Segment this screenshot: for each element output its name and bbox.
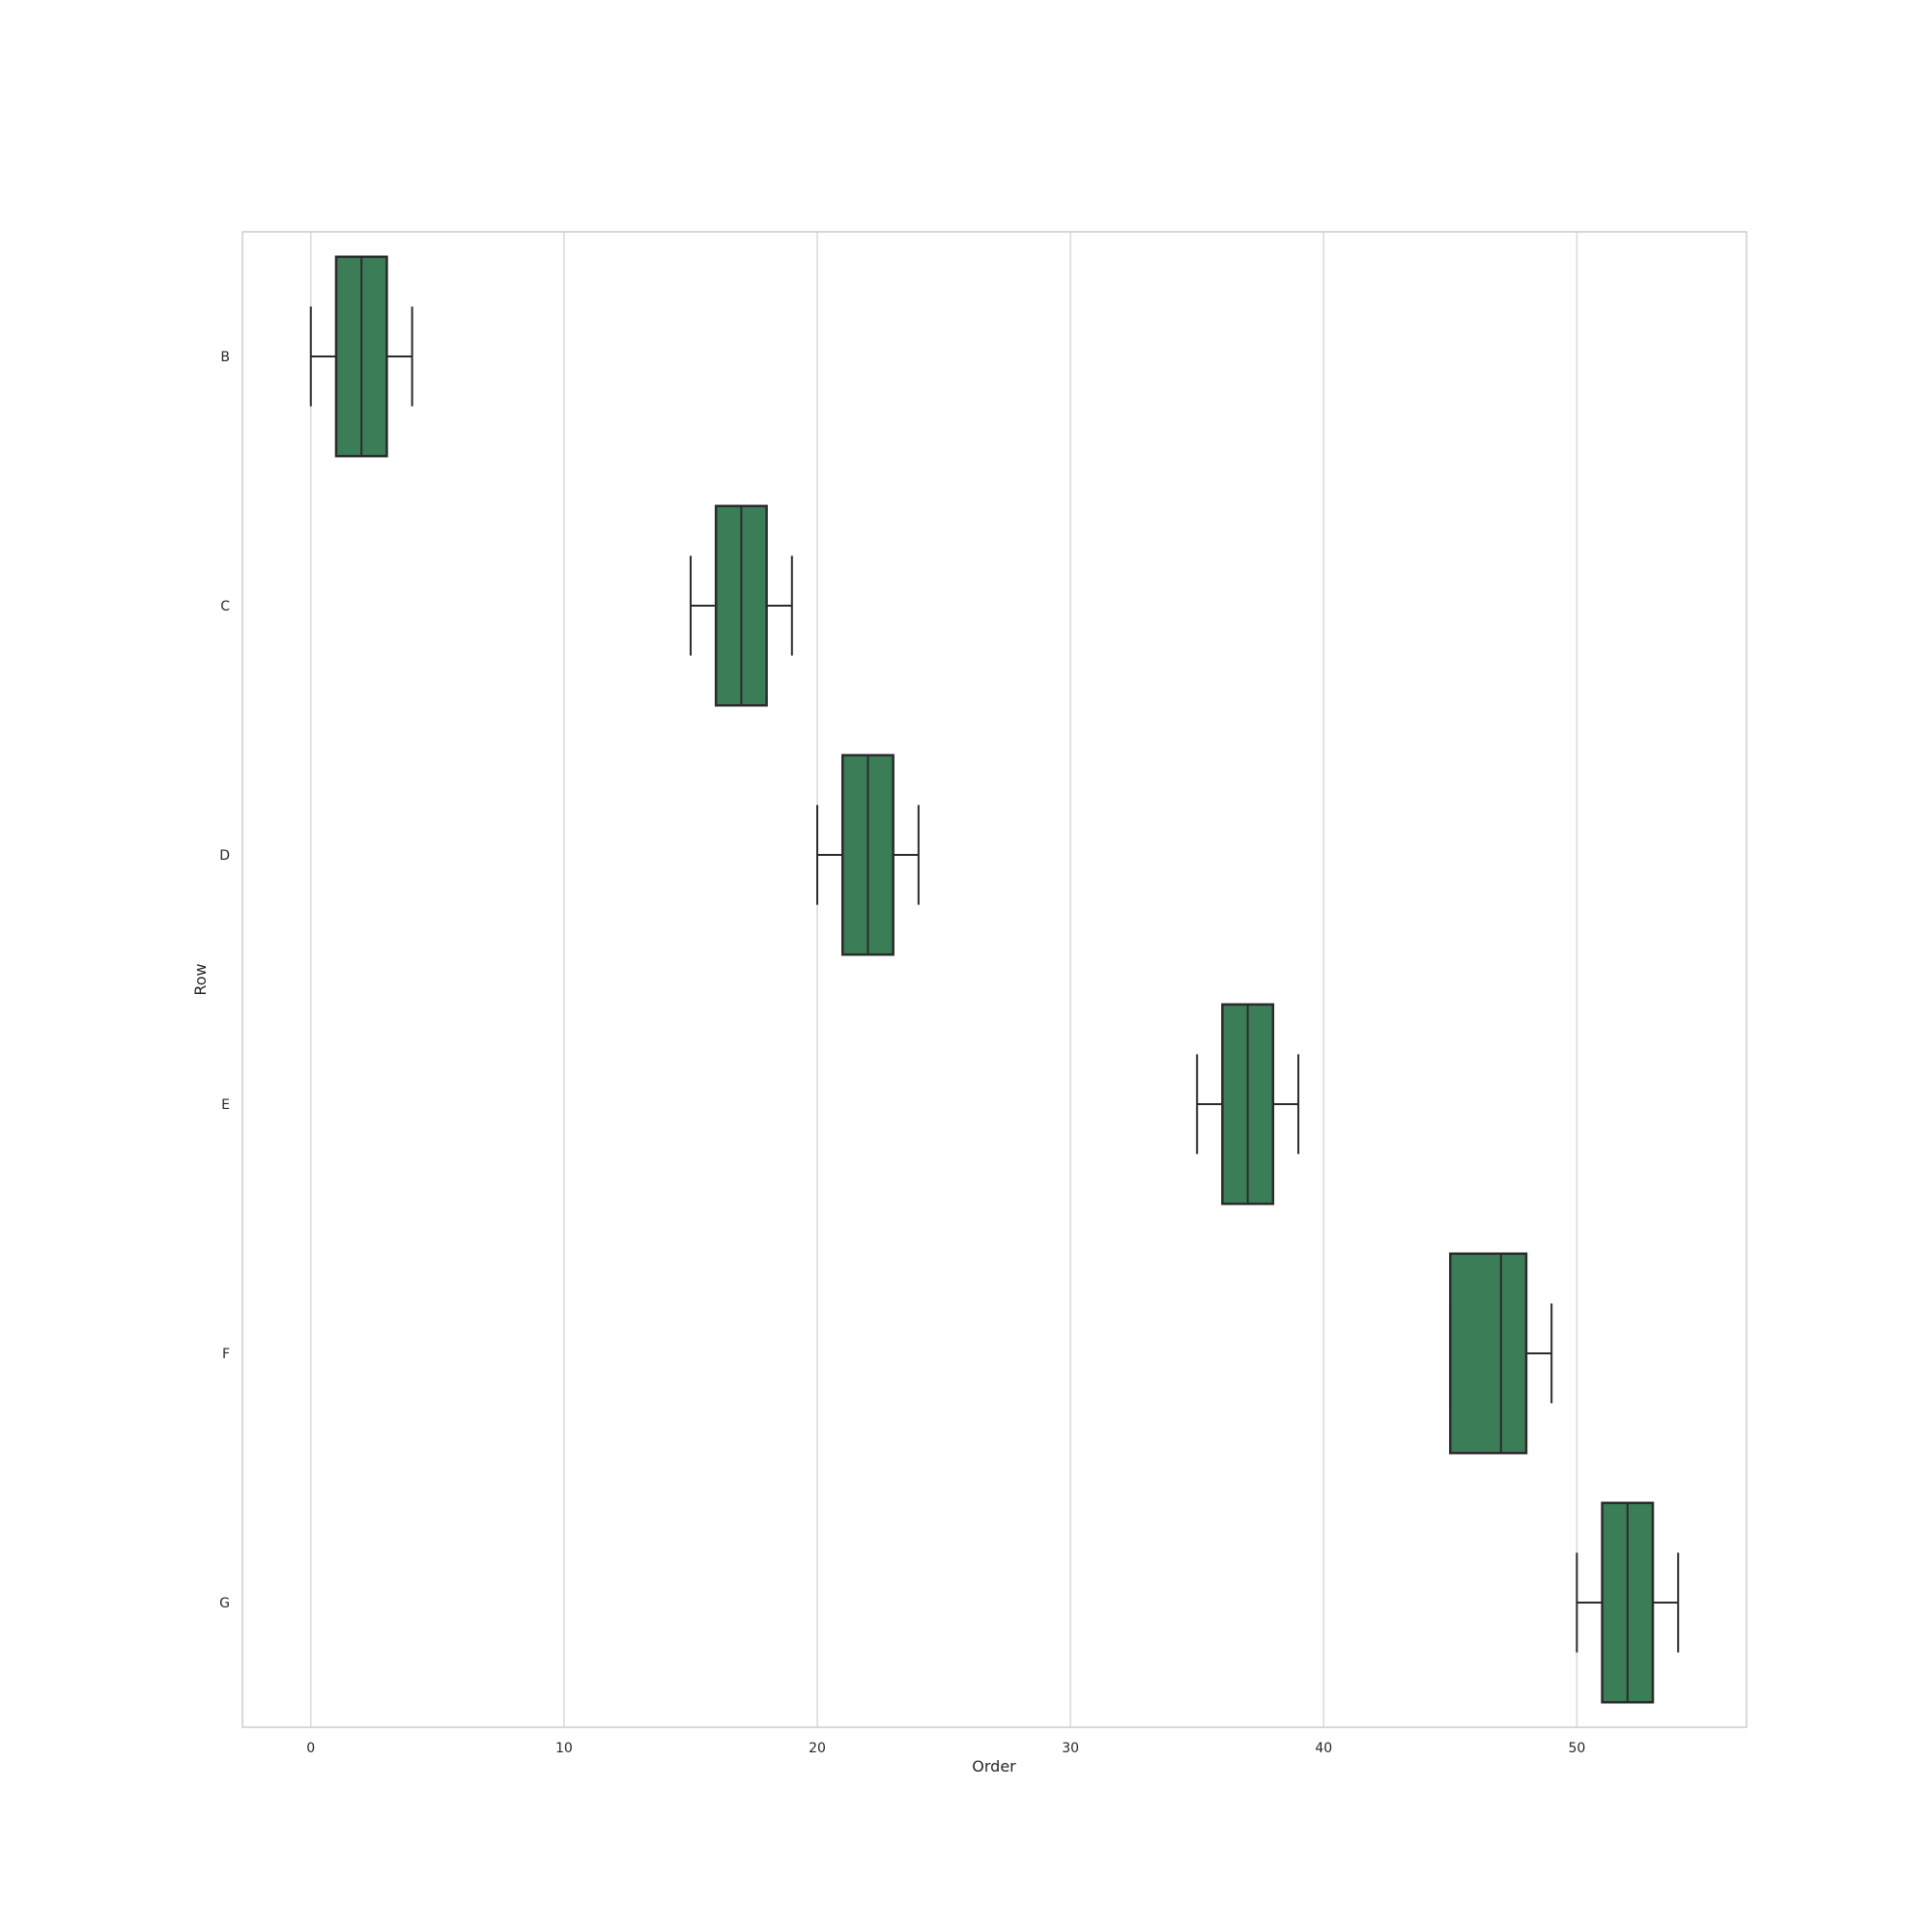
y-tick-label: G <box>219 1596 230 1611</box>
y-tick-label: B <box>220 350 230 365</box>
box-e <box>1196 1003 1300 1206</box>
y-tick-label: E <box>221 1097 230 1113</box>
box-d <box>816 753 920 956</box>
y-tick-label: D <box>219 848 230 864</box>
x-tick-label: 10 <box>555 1741 573 1756</box>
box-c <box>689 504 793 707</box>
x-tick-labels: 0 10 20 30 40 50 <box>306 1741 1585 1756</box>
y-tick-labels: B C D E F G <box>219 350 230 1611</box>
box-g <box>1576 1501 1680 1704</box>
plot-frame <box>242 231 1747 1728</box>
x-tick-label: 0 <box>306 1741 315 1756</box>
y-axis-label: Row <box>191 963 210 995</box>
x-tick-label: 50 <box>1568 1741 1585 1756</box>
box-b <box>309 255 413 458</box>
grid-lines <box>310 232 1578 1727</box>
x-tick-label: 40 <box>1315 1741 1332 1756</box>
x-tick-label: 20 <box>809 1741 826 1756</box>
box-series <box>309 255 1680 1704</box>
box-body <box>1449 1252 1528 1455</box>
box-f <box>1449 1252 1553 1455</box>
y-tick-label: F <box>222 1347 230 1362</box>
x-axis-label: Order <box>972 1757 1016 1776</box>
x-tick-label: 30 <box>1062 1741 1079 1756</box>
y-tick-label: C <box>220 599 230 614</box>
